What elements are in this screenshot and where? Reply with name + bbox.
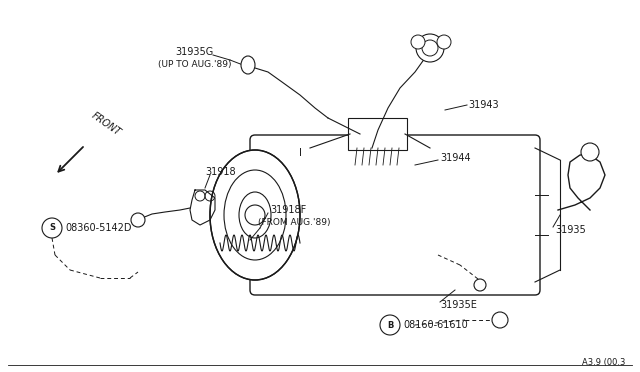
Text: 08360-5142D: 08360-5142D xyxy=(65,223,131,233)
Circle shape xyxy=(245,205,265,225)
Text: S: S xyxy=(49,224,55,232)
Circle shape xyxy=(131,213,145,227)
FancyBboxPatch shape xyxy=(250,135,540,295)
Circle shape xyxy=(581,143,599,161)
Circle shape xyxy=(437,35,451,49)
Text: 31944: 31944 xyxy=(440,153,470,163)
Text: 08160-61610: 08160-61610 xyxy=(403,320,468,330)
Text: 31935: 31935 xyxy=(555,225,586,235)
Text: 31918F: 31918F xyxy=(270,205,307,215)
Text: 31935E: 31935E xyxy=(440,300,477,310)
Text: FRONT: FRONT xyxy=(90,111,123,138)
Circle shape xyxy=(42,218,62,238)
Text: B: B xyxy=(387,321,393,330)
Ellipse shape xyxy=(241,56,255,74)
Text: (FROM AUG.'89): (FROM AUG.'89) xyxy=(258,218,330,228)
Text: A3.9 (00.3: A3.9 (00.3 xyxy=(582,358,625,367)
Circle shape xyxy=(492,312,508,328)
Text: (UP TO AUG.'89): (UP TO AUG.'89) xyxy=(158,61,232,70)
Circle shape xyxy=(380,315,400,335)
FancyBboxPatch shape xyxy=(348,118,407,150)
Circle shape xyxy=(474,279,486,291)
Ellipse shape xyxy=(210,150,300,280)
Circle shape xyxy=(416,34,444,62)
Circle shape xyxy=(411,35,425,49)
Text: 31943: 31943 xyxy=(468,100,499,110)
Text: 31935G: 31935G xyxy=(175,47,213,57)
Text: 31918: 31918 xyxy=(205,167,236,177)
